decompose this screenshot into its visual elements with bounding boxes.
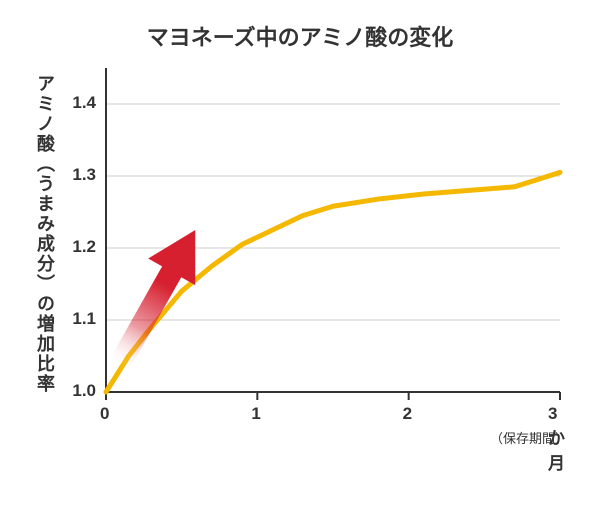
y-tick-label: 1.4 xyxy=(72,93,96,113)
y-axis-label: アミノ酸（うまみ成分）の増加比率 xyxy=(32,74,58,394)
y-tick-label: 1.3 xyxy=(72,165,96,185)
y-tick-label: 1.2 xyxy=(72,237,96,257)
plot-area xyxy=(100,62,570,422)
chart-container: アミノ酸（うまみ成分）の増加比率 1.01.11.21.31.40123か月 （… xyxy=(0,62,600,512)
y-tick-label: 1.1 xyxy=(72,309,96,329)
chart-title: マヨネーズ中のアミノ酸の変化 xyxy=(0,0,600,62)
y-tick-label: 1.0 xyxy=(72,381,96,401)
x-axis-sublabel: （保存期間） xyxy=(490,428,568,447)
